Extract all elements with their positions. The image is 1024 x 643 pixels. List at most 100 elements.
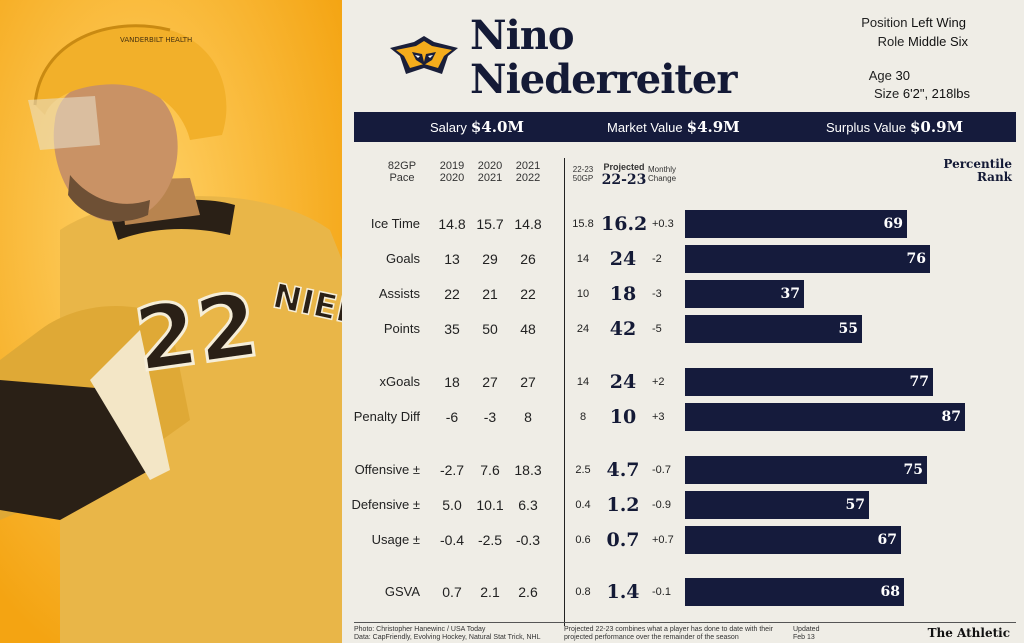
percentile-bar: 57 (685, 491, 869, 519)
header-50gp: 22-23 50GP (572, 165, 594, 183)
footer-credits: Photo: Christopher Hanewinc / USA Today D… (354, 626, 541, 641)
age-info: Age 30 (868, 68, 910, 83)
percentile-bar: 67 (685, 526, 901, 554)
header-pace: 82GP Pace (387, 160, 417, 184)
percentile-bar: 69 (685, 210, 907, 238)
percentile-value: 57 (845, 497, 865, 513)
header-percentile-rank: Percentile Rank (943, 157, 1012, 184)
percentile-value: 68 (880, 584, 900, 600)
value-50gp: 10 (576, 288, 590, 300)
value-50gp: 14 (576, 376, 590, 388)
value-2021: 27 (482, 374, 498, 390)
value-50gp: 0.4 (575, 499, 591, 511)
percentile-bar: 76 (685, 245, 930, 273)
value-2022: 48 (520, 321, 536, 337)
value-2021: -3 (483, 409, 497, 425)
percentile-value: 87 (941, 409, 961, 425)
value-2020: 0.7 (442, 584, 462, 600)
percentile-bar: 87 (685, 403, 965, 431)
stat-row: GSVA 0.7 2.1 2.6 0.8 1.4 -0.1 68 (342, 578, 1024, 606)
stat-label: Offensive ± (354, 462, 420, 477)
value-50gp: 0.6 (575, 534, 591, 546)
stat-label: Defensive ± (351, 497, 420, 512)
player-last-name: Niederreiter (470, 56, 737, 103)
percentile-value: 67 (877, 532, 897, 548)
size-info: Size 6'2", 218lbs (873, 86, 970, 101)
value-50gp: 24 (576, 323, 590, 335)
value-projected: 0.7 (606, 529, 640, 551)
contract-bar: Salary $4.0M Market Value $4.9M Surplus Va… (354, 112, 1016, 142)
player-photo: VANDERBILT HEALTH 22 NIED (0, 0, 342, 643)
percentile-value: 69 (883, 216, 903, 232)
value-2020: 35 (444, 321, 460, 337)
value-2021: 2.1 (480, 584, 500, 600)
value-projected: 42 (609, 318, 637, 340)
percentile-bar: 37 (685, 280, 804, 308)
value-monthly-change: -0.9 (652, 499, 671, 511)
value-2021: 7.6 (480, 462, 500, 478)
value-2020: 5.0 (442, 497, 462, 513)
value-2020: 13 (444, 251, 460, 267)
value-50gp: 2.5 (575, 464, 591, 476)
market-value: Market Value $4.9M (607, 118, 740, 136)
value-monthly-change: +2 (652, 376, 665, 388)
value-monthly-change: -2 (652, 253, 662, 265)
percentile-value: 37 (780, 286, 800, 302)
stat-label: Goals (386, 251, 420, 266)
stat-row: Usage ± -0.4 -2.5 -0.3 0.6 0.7 +0.7 67 (342, 526, 1024, 554)
value-projected: 24 (609, 371, 637, 393)
value-monthly-change: -3 (652, 288, 662, 300)
stat-row: Points 35 50 48 24 42 -5 55 (342, 315, 1024, 343)
percentile-bar: 77 (685, 368, 933, 396)
stat-row: Goals 13 29 26 14 24 -2 76 (342, 245, 1024, 273)
value-2021: -2.5 (477, 532, 503, 548)
predators-logo-icon (390, 36, 458, 74)
value-projected: 4.7 (606, 459, 640, 481)
header-season-2022: 2021 2022 (515, 160, 541, 184)
stat-label: Usage ± (371, 532, 420, 547)
divider-line (564, 158, 565, 626)
value-2020: -6 (445, 409, 459, 425)
stat-label: Points (383, 321, 420, 336)
position-info: Position Left Wing (861, 15, 966, 30)
percentile-bar: 68 (685, 578, 904, 606)
value-50gp: 0.8 (575, 586, 591, 598)
stat-row: Ice Time 14.8 15.7 14.8 15.8 16.2 +0.3 69 (342, 210, 1024, 238)
value-projected: 10 (609, 406, 637, 428)
value-50gp: 8 (579, 411, 587, 423)
value-2021: 29 (482, 251, 498, 267)
value-2021: 10.1 (476, 497, 504, 513)
value-monthly-change: -0.1 (652, 586, 671, 598)
value-2022: -0.3 (515, 532, 541, 548)
value-monthly-change: -5 (652, 323, 662, 335)
value-monthly-change: -0.7 (652, 464, 671, 476)
value-2022: 8 (524, 409, 532, 425)
jersey-number: 22 (129, 273, 265, 392)
value-monthly-change: +0.7 (652, 534, 674, 546)
stat-row: xGoals 18 27 27 14 24 +2 77 (342, 368, 1024, 396)
value-2022: 6.3 (518, 497, 538, 513)
value-2022: 22 (520, 286, 536, 302)
value-2020: 22 (444, 286, 460, 302)
stat-row: Defensive ± 5.0 10.1 6.3 0.4 1.2 -0.9 57 (342, 491, 1024, 519)
stat-row: Assists 22 21 22 10 18 -3 37 (342, 280, 1024, 308)
stat-row: Penalty Diff -6 -3 8 8 10 +3 87 (342, 403, 1024, 431)
value-projected: 16.2 (601, 213, 648, 235)
percentile-value: 75 (903, 462, 923, 478)
value-2022: 18.3 (514, 462, 542, 478)
brand-logo: The Athletic (927, 626, 1010, 640)
header-season-2020: 2019 2020 (439, 160, 465, 184)
value-2020: -0.4 (439, 532, 465, 548)
percentile-bar: 55 (685, 315, 862, 343)
header-monthly-change: Monthly Change (648, 165, 677, 183)
percentile-value: 55 (838, 321, 858, 337)
value-2022: 14.8 (514, 216, 542, 232)
stat-row: Offensive ± -2.7 7.6 18.3 2.5 4.7 -0.7 75 (342, 456, 1024, 484)
player-first-name: Nino (470, 12, 575, 59)
footer-note: Projected 22-23 combines what a player h… (564, 626, 773, 641)
stat-label: Ice Time (370, 216, 420, 231)
value-2022: 26 (520, 251, 536, 267)
value-projected: 24 (609, 248, 637, 270)
value-50gp: 14 (576, 253, 590, 265)
value-2021: 50 (482, 321, 498, 337)
